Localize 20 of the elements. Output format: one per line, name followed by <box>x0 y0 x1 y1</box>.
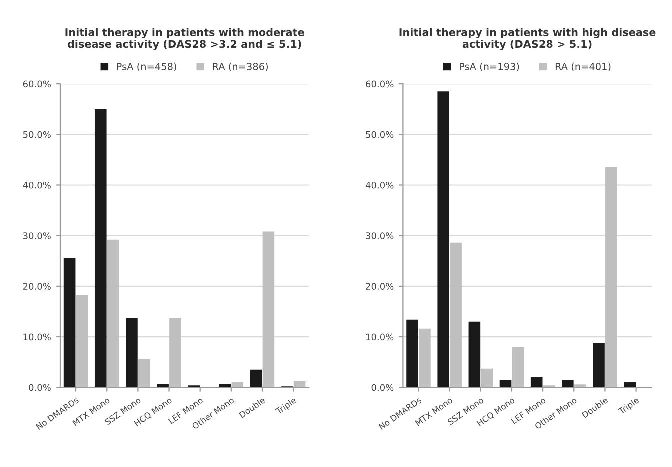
legend-label: PsA (n=193) <box>460 62 520 72</box>
y-tick-label: 10.0% <box>366 334 394 341</box>
y-tick-label: 30.0% <box>23 232 51 240</box>
y-tick-label: 40.0% <box>23 182 51 189</box>
y-tick-label: 40.0% <box>366 182 394 189</box>
y-tick-label: 60.0% <box>23 80 51 88</box>
chart-title: Initial therapy in patients with moderate disease activity (DAS28 >3.2 and ≤ 5.1) <box>66 28 304 50</box>
y-tick-label: 20.0% <box>366 283 394 290</box>
y-tick-label: 50.0% <box>23 131 51 138</box>
y-tick-label: 30.0% <box>366 232 394 240</box>
y-tick-label: 10.0% <box>24 334 51 341</box>
legend-label: RA (n=386) <box>213 62 268 72</box>
y-tick-label: 50.0% <box>366 131 394 138</box>
chart-title: Initial therapy in patients with high disease activity (DAS28 > 5.1) <box>400 28 656 50</box>
y-tick-label: 0.0% <box>372 384 394 392</box>
legend-label: PsA (n=458) <box>117 62 176 72</box>
y-tick-label: 0.0% <box>29 384 51 392</box>
legend-label: RA (n=401) <box>556 62 611 72</box>
y-tick-label: 20.0% <box>23 283 51 290</box>
y-tick-label: 60.0% <box>366 80 394 88</box>
